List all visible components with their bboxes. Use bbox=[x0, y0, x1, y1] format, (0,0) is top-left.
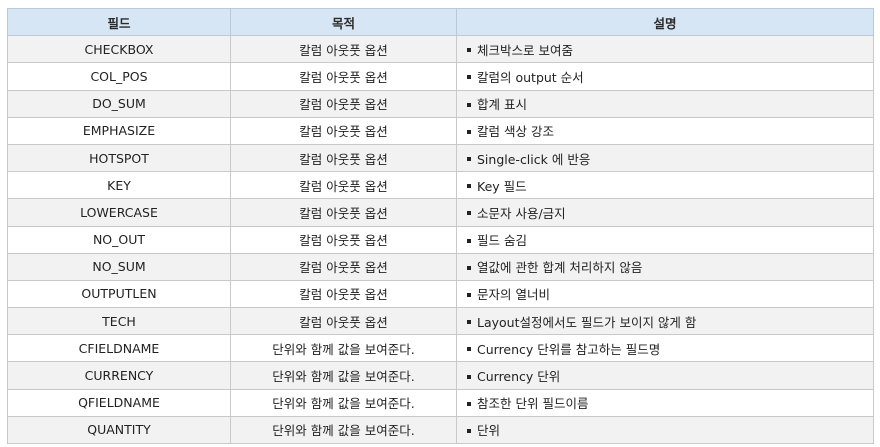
table-row: QFIELDNAME 단위와 함께 값을 보여준다. 참조한 단위 필드이름 bbox=[7, 388, 874, 417]
purpose-cell: 칼럼 아웃풋 옵션 bbox=[230, 35, 457, 64]
purpose-cell: 단위와 함께 값을 보여준다. bbox=[230, 334, 457, 363]
description-cell: Layout설정에서도 필드가 보이지 않게 함 bbox=[456, 307, 874, 336]
table-row: KEY 칼럼 아웃풋 옵션 Key 필드 bbox=[7, 171, 874, 200]
table-header: 필드 목적 설명 bbox=[7, 7, 874, 37]
field-cell: OUTPUTLEN bbox=[7, 279, 231, 309]
description-text: 열값에 관한 합계 처리하지 않음 bbox=[477, 260, 643, 276]
table-body: CHECKBOX 칼럼 아웃풋 옵션 체크박스로 보여줌 COL_POS 칼럼 아웃풋 … bbox=[7, 35, 874, 445]
field-cell: CURRENCY bbox=[7, 361, 231, 390]
table-row: TECH 칼럼 아웃풋 옵션 Layout설정에서도 필드가 보이지 않게 함 bbox=[7, 307, 874, 336]
table-row: CHECKBOX 칼럼 아웃풋 옵션 체크박스로 보여줌 bbox=[7, 35, 874, 64]
purpose-cell: 칼럼 아웃풋 옵션 bbox=[230, 89, 457, 118]
bullet-icon bbox=[467, 292, 471, 297]
bullet-icon bbox=[467, 238, 471, 243]
description-text: 칼럼의 output 순서 bbox=[477, 69, 584, 85]
description-cell: Currency 단위 bbox=[456, 361, 874, 390]
bullet-icon bbox=[467, 428, 471, 433]
description-cell: 문자의 열너비 bbox=[456, 279, 874, 309]
purpose-cell: 칼럼 아웃풋 옵션 bbox=[230, 171, 457, 200]
bullet-icon bbox=[467, 129, 471, 134]
purpose-cell: 칼럼 아웃풋 옵션 bbox=[230, 252, 457, 281]
description-cell: 소문자 사용/금지 bbox=[456, 198, 874, 227]
description-cell: Currency 단위를 참고하는 필드명 bbox=[456, 334, 874, 363]
description-text: Layout설정에서도 필드가 보이지 않게 함 bbox=[477, 314, 697, 330]
bullet-icon bbox=[467, 374, 471, 379]
description-text: 참조한 단위 필드이름 bbox=[477, 396, 589, 412]
purpose-cell: 칼럼 아웃풋 옵션 bbox=[230, 279, 457, 309]
description-text: 필드 숨김 bbox=[477, 233, 527, 249]
purpose-cell: 칼럼 아웃풋 옵션 bbox=[230, 143, 457, 173]
description-cell: 참조한 단위 필드이름 bbox=[456, 388, 874, 417]
purpose-cell: 단위와 함께 값을 보여준다. bbox=[230, 415, 457, 445]
table-row: NO_SUM 칼럼 아웃풋 옵션 열값에 관한 합계 처리하지 않음 bbox=[7, 252, 874, 281]
field-cell: DO_SUM bbox=[7, 89, 231, 118]
description-text: 단위 bbox=[477, 423, 501, 439]
bullet-icon bbox=[467, 265, 471, 270]
purpose-cell: 칼럼 아웃풋 옵션 bbox=[230, 307, 457, 336]
description-cell: 칼럼의 output 순서 bbox=[456, 62, 874, 91]
description-text: 칼럼 색상 강조 bbox=[477, 124, 554, 140]
table-row: QUANTITY 단위와 함께 값을 보여준다. 단위 bbox=[7, 415, 874, 445]
description-text: Key 필드 bbox=[477, 178, 527, 194]
purpose-cell: 단위와 함께 값을 보여준다. bbox=[230, 361, 457, 390]
bullet-icon bbox=[467, 347, 471, 352]
description-text: Single-click 에 반응 bbox=[477, 151, 591, 167]
header-purpose: 목적 bbox=[230, 7, 457, 37]
field-cell: CFIELDNAME bbox=[7, 334, 231, 363]
field-cell: HOTSPOT bbox=[7, 143, 231, 173]
field-cell: QFIELDNAME bbox=[7, 388, 231, 417]
description-text: 합계 표시 bbox=[477, 97, 527, 113]
field-cell: EMPHASIZE bbox=[7, 116, 231, 145]
bullet-icon bbox=[467, 157, 471, 162]
description-cell: 체크박스로 보여줌 bbox=[456, 35, 874, 64]
field-cell: NO_OUT bbox=[7, 225, 231, 254]
field-cell: NO_SUM bbox=[7, 252, 231, 281]
description-cell: 열값에 관한 합계 처리하지 않음 bbox=[456, 252, 874, 281]
purpose-cell: 칼럼 아웃풋 옵션 bbox=[230, 225, 457, 254]
field-cell: KEY bbox=[7, 171, 231, 200]
purpose-cell: 칼럼 아웃풋 옵션 bbox=[230, 198, 457, 227]
description-cell: 단위 bbox=[456, 415, 874, 445]
table-row: CFIELDNAME 단위와 함께 값을 보여준다. Currency 단위를 참고… bbox=[7, 334, 874, 363]
bullet-icon bbox=[467, 320, 471, 325]
field-cell: LOWERCASE bbox=[7, 198, 231, 227]
description-cell: 칼럼 색상 강조 bbox=[456, 116, 874, 145]
field-cell: COL_POS bbox=[7, 62, 231, 91]
table-row: CURRENCY 단위와 함께 값을 보여준다. Currency 단위 bbox=[7, 361, 874, 390]
description-text: 소문자 사용/금지 bbox=[477, 205, 566, 221]
table-row: DO_SUM 칼럼 아웃풋 옵션 합계 표시 bbox=[7, 89, 874, 118]
bullet-icon bbox=[467, 75, 471, 80]
field-catalog-table-container: 필드 목적 설명 CHECKBOX 칼럼 아웃풋 옵션 체크박스로 보여줌 COL_P… bbox=[7, 7, 874, 445]
description-cell: 합계 표시 bbox=[456, 89, 874, 118]
bullet-icon bbox=[467, 48, 471, 53]
header-row: 필드 목적 설명 bbox=[7, 7, 874, 37]
header-field: 필드 bbox=[7, 7, 231, 37]
description-text: Currency 단위를 참고하는 필드명 bbox=[477, 341, 661, 357]
purpose-cell: 칼럼 아웃풋 옵션 bbox=[230, 116, 457, 145]
description-cell: Key 필드 bbox=[456, 171, 874, 200]
description-cell: Single-click 에 반응 bbox=[456, 143, 874, 173]
field-catalog-table: 필드 목적 설명 CHECKBOX 칼럼 아웃풋 옵션 체크박스로 보여줌 COL_P… bbox=[7, 7, 874, 445]
purpose-cell: 칼럼 아웃풋 옵션 bbox=[230, 62, 457, 91]
description-cell: 필드 숨김 bbox=[456, 225, 874, 254]
bullet-icon bbox=[467, 401, 471, 406]
description-text: 체크박스로 보여줌 bbox=[477, 42, 573, 58]
field-cell: CHECKBOX bbox=[7, 35, 231, 64]
description-text: 문자의 열너비 bbox=[477, 287, 550, 303]
field-cell: TECH bbox=[7, 307, 231, 336]
table-row: COL_POS 칼럼 아웃풋 옵션 칼럼의 output 순서 bbox=[7, 62, 874, 91]
table-row: OUTPUTLEN 칼럼 아웃풋 옵션 문자의 열너비 bbox=[7, 279, 874, 309]
description-text: Currency 단위 bbox=[477, 369, 561, 385]
bullet-icon bbox=[467, 102, 471, 107]
header-description: 설명 bbox=[456, 7, 874, 37]
table-row: LOWERCASE 칼럼 아웃풋 옵션 소문자 사용/금지 bbox=[7, 198, 874, 227]
field-cell: QUANTITY bbox=[7, 415, 231, 445]
purpose-cell: 단위와 함께 값을 보여준다. bbox=[230, 388, 457, 417]
bullet-icon bbox=[467, 184, 471, 189]
bullet-icon bbox=[467, 211, 471, 216]
table-row: HOTSPOT 칼럼 아웃풋 옵션 Single-click 에 반응 bbox=[7, 143, 874, 173]
table-row: EMPHASIZE 칼럼 아웃풋 옵션 칼럼 색상 강조 bbox=[7, 116, 874, 145]
table-row: NO_OUT 칼럼 아웃풋 옵션 필드 숨김 bbox=[7, 225, 874, 254]
